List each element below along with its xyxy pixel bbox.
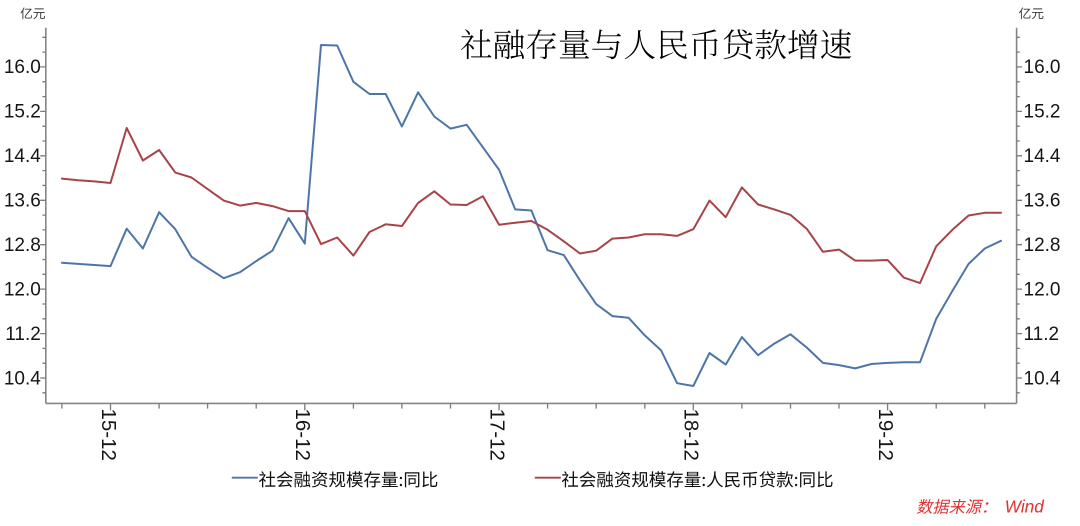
- svg-text:14.4: 14.4: [1024, 146, 1061, 167]
- svg-text:15-12: 15-12: [97, 409, 120, 461]
- svg-text:11.2: 11.2: [1024, 324, 1060, 345]
- svg-text:16.0: 16.0: [4, 57, 41, 78]
- svg-text:15.2: 15.2: [1024, 102, 1061, 123]
- svg-text:12.8: 12.8: [4, 235, 41, 256]
- svg-text:12.0: 12.0: [4, 279, 41, 300]
- svg-text:11.2: 11.2: [5, 324, 41, 345]
- svg-text:10.4: 10.4: [4, 368, 41, 389]
- svg-text:15.2: 15.2: [4, 102, 41, 123]
- svg-text:16.0: 16.0: [1024, 57, 1061, 78]
- svg-text:12.8: 12.8: [1024, 235, 1061, 256]
- svg-text:Wind: Wind: [1005, 497, 1045, 517]
- svg-text:17-12: 17-12: [486, 409, 509, 461]
- svg-text:10.4: 10.4: [1024, 368, 1061, 389]
- svg-text:14.4: 14.4: [4, 146, 41, 167]
- svg-text:16-12: 16-12: [291, 409, 314, 461]
- svg-text:12.0: 12.0: [1024, 279, 1061, 300]
- svg-text:18-12: 18-12: [680, 409, 703, 461]
- svg-text:19-12: 19-12: [874, 409, 897, 461]
- svg-text:13.6: 13.6: [1024, 191, 1061, 212]
- svg-text:13.6: 13.6: [4, 191, 41, 212]
